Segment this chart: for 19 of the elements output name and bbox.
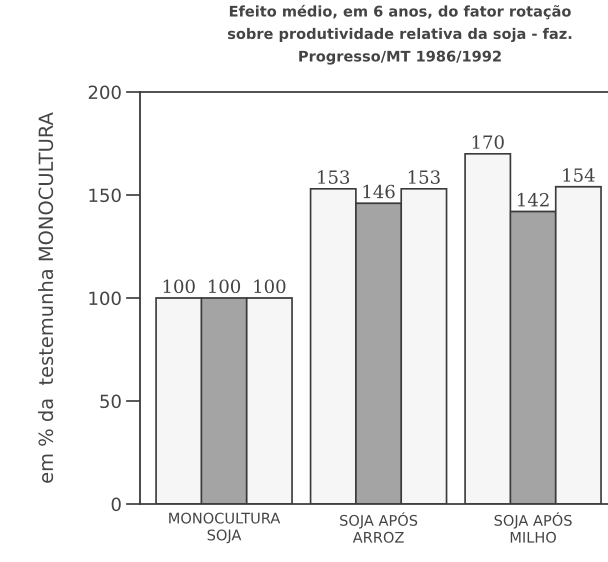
y-tick-label: 200: [88, 85, 121, 100]
y-tick-label: 150: [89, 188, 121, 202]
x-tick-label: MONOCULTURA SOJA: [169, 512, 280, 544]
y-axis-title: em % da testemunha MONOCULTURA: [38, 112, 54, 483]
y-tick-label: 50: [100, 394, 121, 408]
data-label: 142: [518, 192, 549, 206]
data-label: 146: [364, 184, 395, 198]
data-label: 100: [254, 279, 286, 294]
chart-title: Efeito médio, em 6 anos, do fator rotação sobre produtividade relativa da soja - faz. Progresso/MT 1986/1992: [228, 4, 572, 65]
y-tick-label: 100: [89, 291, 121, 306]
data-label: 153: [318, 170, 350, 184]
data-label: 170: [472, 135, 504, 149]
y-tick-label: 0: [112, 497, 121, 512]
x-tick-label: SOJA APÓS ARROZ: [340, 512, 418, 543]
data-label: 154: [563, 168, 595, 182]
x-tick-label: SOJA APÓS MILHO: [494, 512, 572, 543]
data-label: 153: [408, 170, 440, 184]
data-label: 100: [209, 279, 240, 294]
data-label: 100: [164, 279, 195, 294]
